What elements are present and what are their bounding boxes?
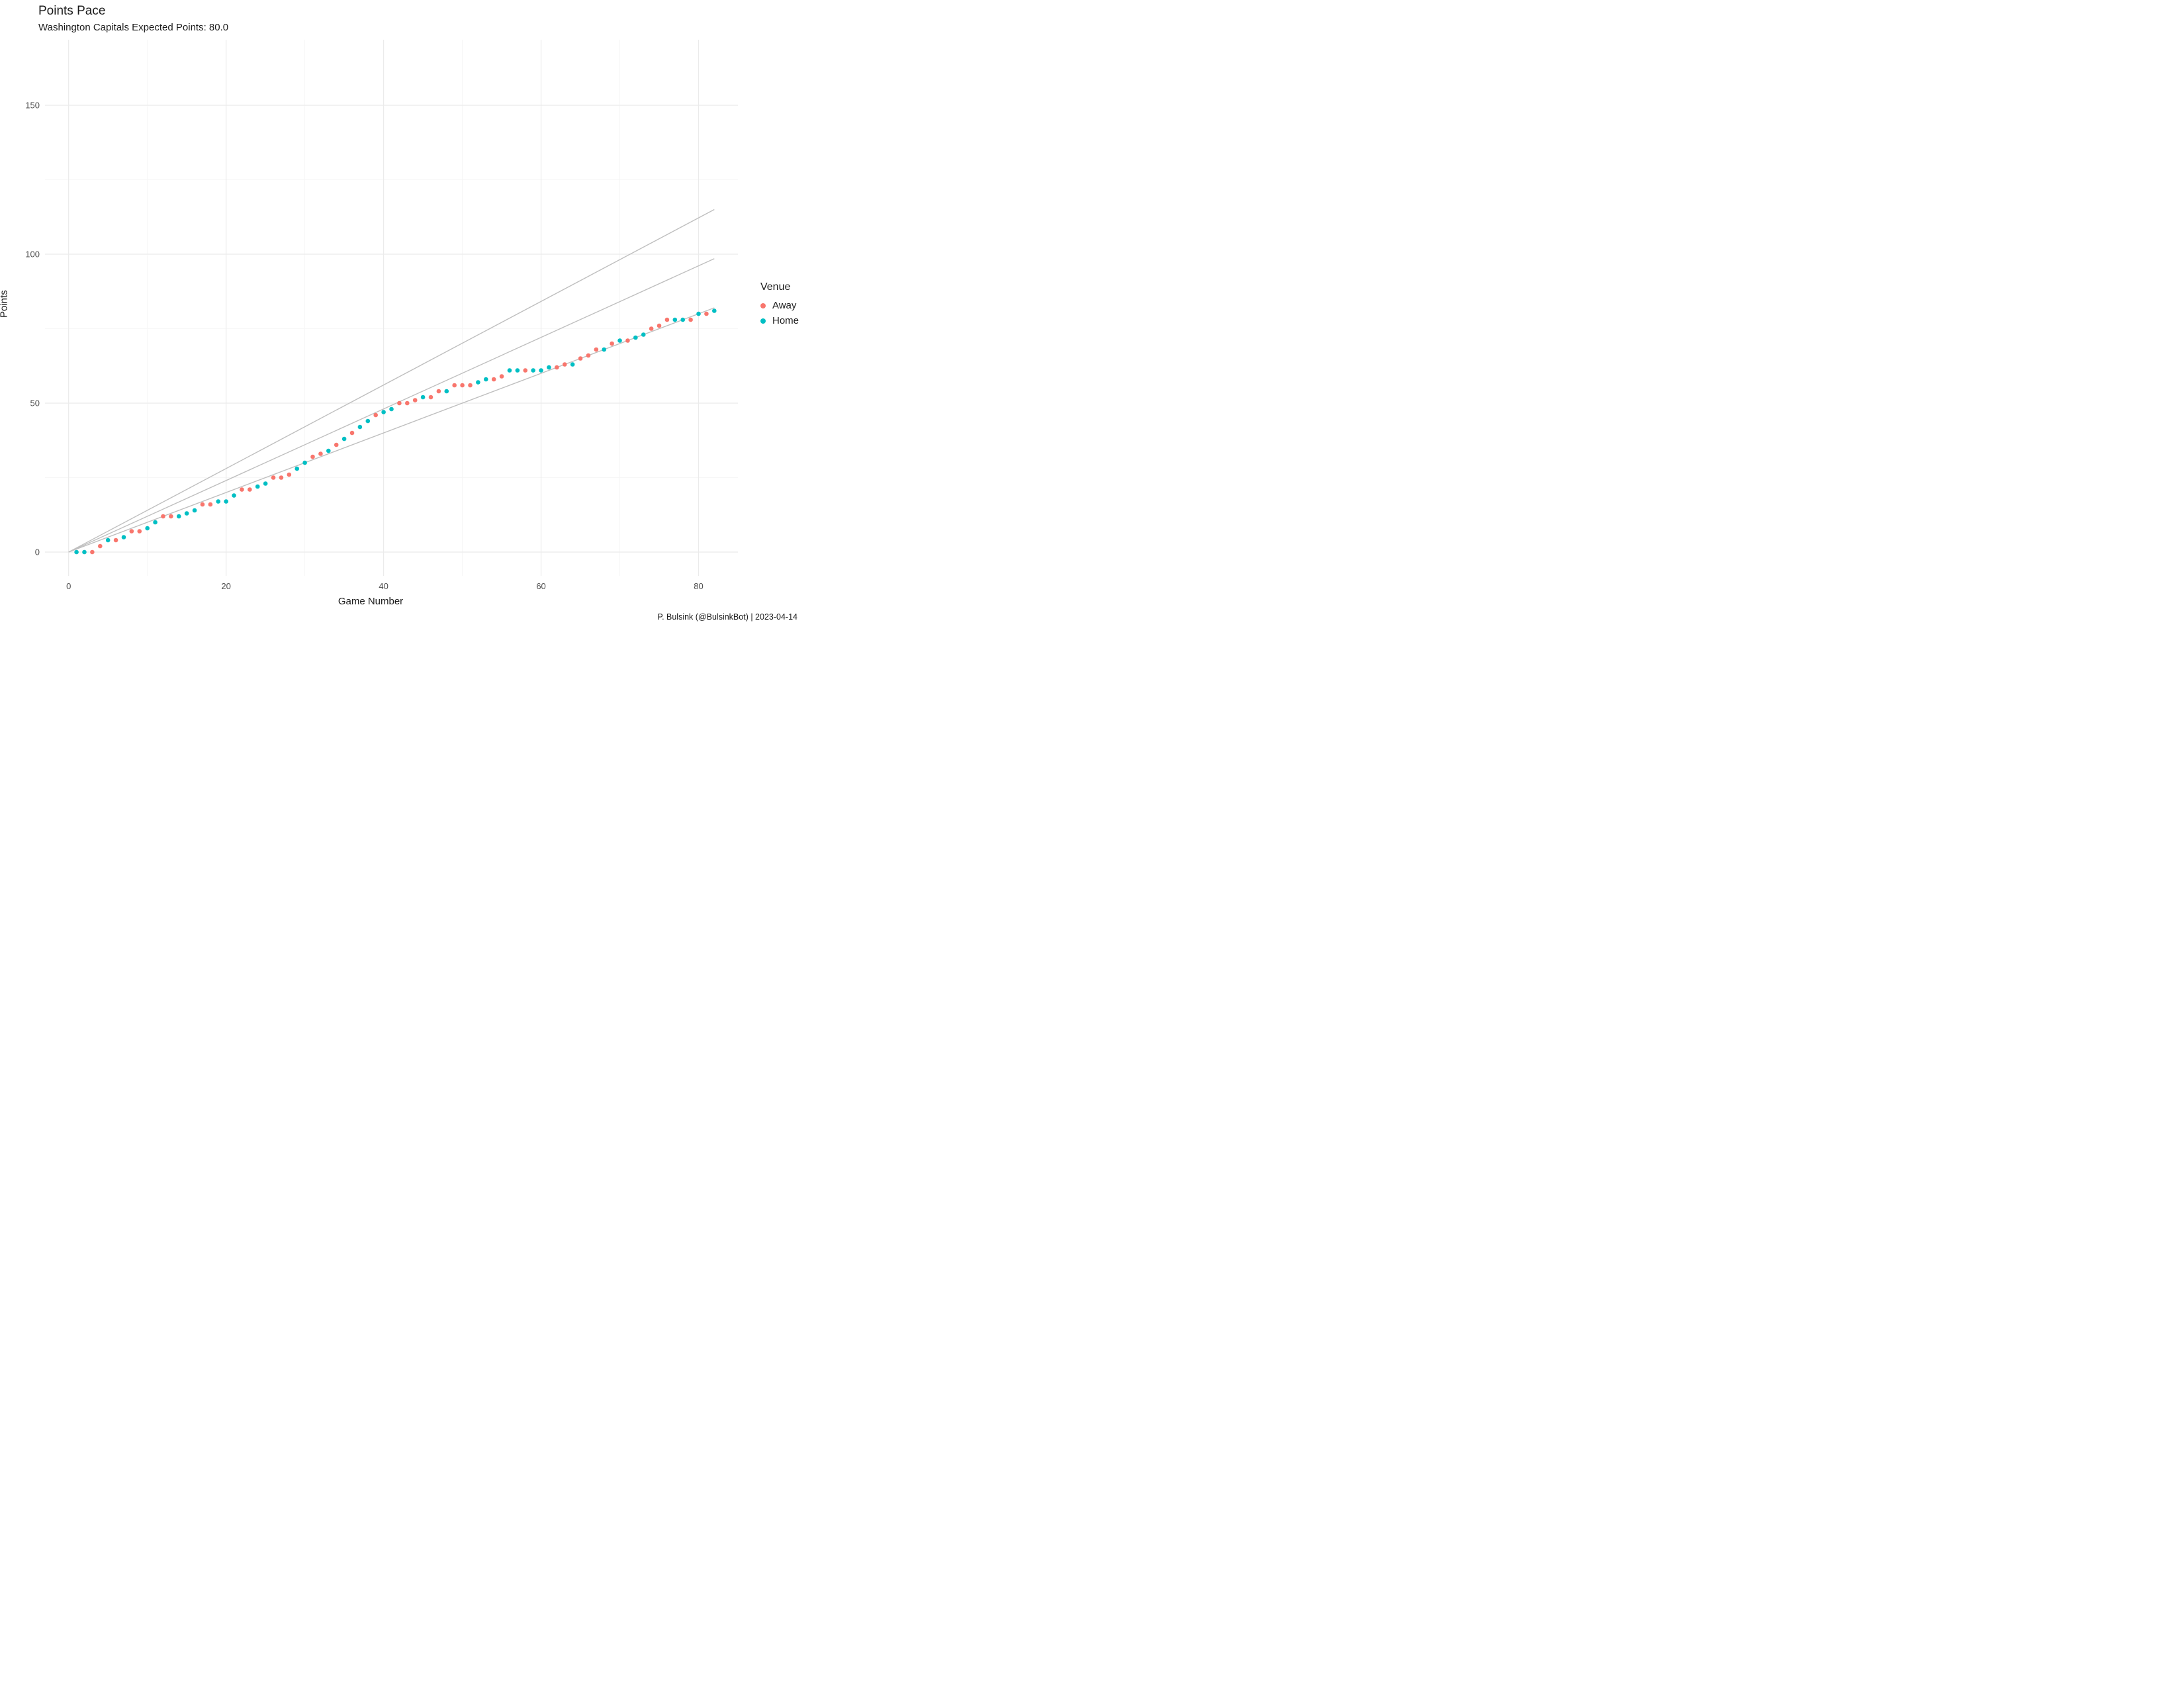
legend-label-home: Home bbox=[772, 315, 799, 326]
y-tick-label: 150 bbox=[13, 101, 40, 111]
x-tick-label: 40 bbox=[379, 581, 388, 591]
y-tick-label: 0 bbox=[13, 547, 40, 557]
points-pace-chart: Points Pace Washington Capitals Expected… bbox=[0, 0, 811, 626]
legend-label-away: Away bbox=[772, 300, 796, 311]
x-tick-label: 80 bbox=[694, 581, 703, 591]
legend-title: Venue bbox=[760, 281, 799, 293]
legend-swatch-home bbox=[760, 318, 766, 324]
chart-caption: P. Bulsink (@BulsinkBot) | 2023-04-14 bbox=[657, 612, 797, 622]
legend-swatch-away bbox=[760, 303, 766, 308]
y-tick-label: 50 bbox=[13, 399, 40, 408]
x-tick-label: 20 bbox=[221, 581, 230, 591]
plot-svg bbox=[0, 0, 811, 626]
y-tick-label: 100 bbox=[13, 250, 40, 259]
legend-item-away: Away bbox=[760, 300, 799, 311]
x-tick-label: 60 bbox=[536, 581, 545, 591]
legend-item-home: Home bbox=[760, 315, 799, 326]
legend: Venue Away Home bbox=[760, 281, 799, 330]
x-tick-label: 0 bbox=[66, 581, 71, 591]
